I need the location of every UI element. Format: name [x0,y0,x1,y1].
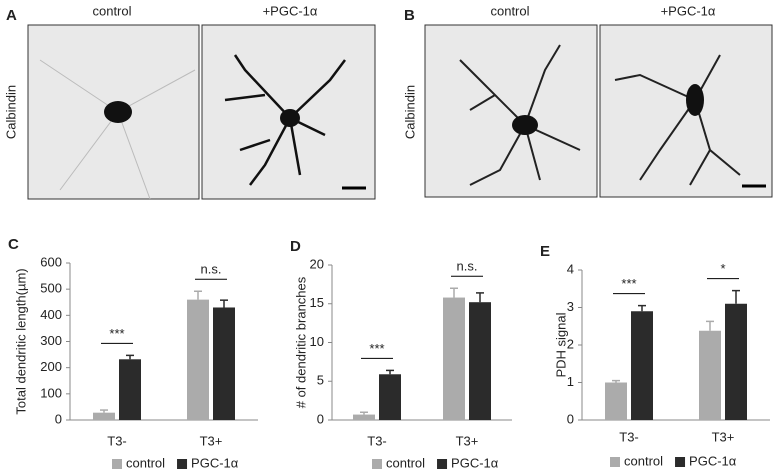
y-tick-label: 4 [567,261,574,276]
significance-label: *** [109,326,124,341]
y-tick-label: 5 [317,373,324,388]
micrograph [201,24,376,200]
legend-swatch [177,459,188,469]
y-tick-label: 3 [567,299,574,314]
y-tick-label: 100 [40,385,62,400]
y-tick-label: 10 [310,334,324,349]
legend-swatch [372,459,382,469]
y-axis-label: PDH signal [553,312,568,377]
significance-label: n.s. [457,259,478,274]
y-tick-label: 400 [40,307,62,322]
y-tick-label: 2 [567,336,574,351]
x-tick-label: T3- [107,433,127,448]
micrograph [424,24,598,198]
y-tick-label: 500 [40,281,62,296]
y-tick-label: 300 [40,333,62,348]
x-tick-label: T3+ [200,433,223,448]
bar [443,297,465,420]
x-tick-label: T3+ [456,433,479,448]
significance-label: *** [621,276,636,291]
y-tick-label: 15 [310,295,324,310]
panel-label: E [540,243,550,260]
significance-label: * [720,261,725,276]
legend-swatch [437,459,448,469]
panel-label: C [8,236,19,253]
bar [469,302,491,420]
bar [119,359,141,420]
legend-swatch [675,457,686,467]
legend-swatch [112,459,122,469]
y-tick-label: 200 [40,359,62,374]
significance-label: n.s. [201,262,222,277]
condition-label: control [490,3,529,18]
y-axis-label: Total dendritic length(µm) [13,268,28,414]
significance-label: *** [369,341,384,356]
legend-swatch [610,457,620,467]
panel-label: B [404,7,415,24]
bar [379,374,401,420]
condition-label: +PGC-1α [661,3,716,18]
legend-label: control [624,453,663,468]
x-tick-label: T3+ [712,429,735,444]
x-tick-label: T3- [619,429,639,444]
bar [605,382,627,420]
y-tick-label: 0 [567,411,574,426]
bar [631,311,653,420]
stain-label: Calbindin [402,85,417,139]
y-axis-label: # of dendritic branches [293,276,308,408]
y-tick-label: 600 [40,254,62,269]
bar [725,303,747,420]
y-tick-label: 0 [55,411,62,426]
y-tick-label: 1 [567,374,574,389]
legend-label: PGC-1α [191,455,239,470]
bar [353,414,375,420]
bar [93,412,115,420]
bar [213,307,235,420]
legend-label: PGC-1α [451,455,499,470]
condition-label: +PGC-1α [263,3,318,18]
y-tick-label: 0 [317,411,324,426]
micrograph [27,24,200,200]
x-tick-label: T3- [367,433,387,448]
micrograph [599,24,773,198]
legend-label: PGC-1α [689,453,737,468]
legend-label: control [386,455,425,470]
y-tick-label: 20 [310,256,324,271]
panel-label: D [290,238,301,255]
stain-label: Calbindin [3,85,18,139]
bar [187,299,209,420]
condition-label: control [92,3,131,18]
legend-label: control [126,455,165,470]
bar [699,330,721,420]
panel-label: A [6,7,17,24]
